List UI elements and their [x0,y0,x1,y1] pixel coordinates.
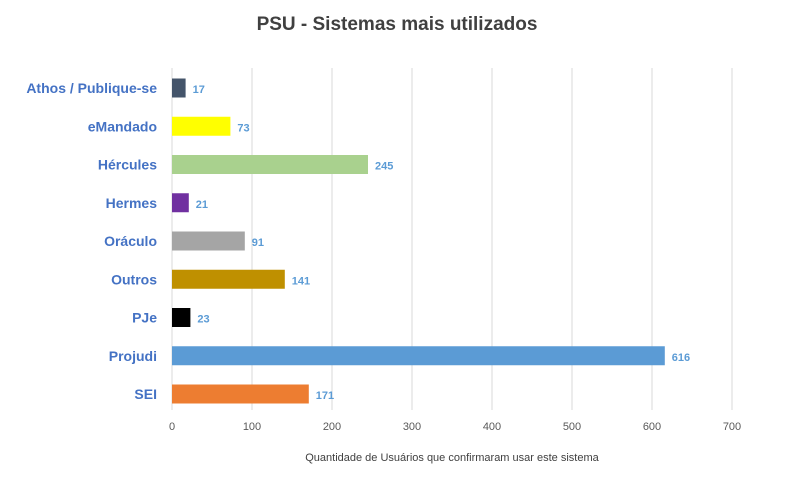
data-label: 23 [197,314,209,326]
category-label: eMandado [88,118,157,134]
x-tick-label: 700 [723,421,741,433]
data-label: 73 [237,122,249,134]
bar-pje [172,308,191,327]
category-label: Oráculo [104,233,157,249]
bars [172,78,665,404]
data-label: 171 [316,390,334,402]
category-label: Outros [111,271,157,287]
bar-sei [172,384,309,404]
chart-title: PSU - Sistemas mais utilizados [257,14,538,35]
category-label: Hermes [106,195,158,211]
bar-projudi [172,346,665,366]
data-label: 17 [193,84,205,96]
bar-or-culo [172,231,245,251]
data-label: 91 [252,237,264,249]
x-tick-label: 300 [403,421,421,433]
bar-h-rcules [172,155,368,174]
category-label: Athos / Publique-se [26,80,157,96]
bar-hermes [172,193,189,213]
data-label: 616 [672,352,690,364]
category-label: SEI [134,386,157,402]
x-axis-title: Quantidade de Usuários que confirmaram u… [305,452,599,464]
labels: 0 100 200 300 400 500 600 700 Athos / Publique-s… [26,80,741,433]
bar-athos-publique-se [172,78,186,98]
x-tick-label: 600 [643,421,661,433]
data-label: 141 [292,275,310,287]
data-label: 21 [196,199,208,211]
category-label: Hércules [98,157,157,173]
bar-emandado [172,116,231,136]
data-label: 245 [375,161,393,173]
category-label: PJe [132,310,157,326]
x-tick-label: 200 [323,421,341,433]
category-label: Projudi [109,348,157,364]
gridlines [171,68,733,410]
bar-outros [172,269,285,289]
x-tick-label: 400 [483,421,501,433]
x-tick-label: 500 [563,421,581,433]
x-tick-label: 0 [169,421,175,433]
x-tick-label: 100 [243,421,261,433]
